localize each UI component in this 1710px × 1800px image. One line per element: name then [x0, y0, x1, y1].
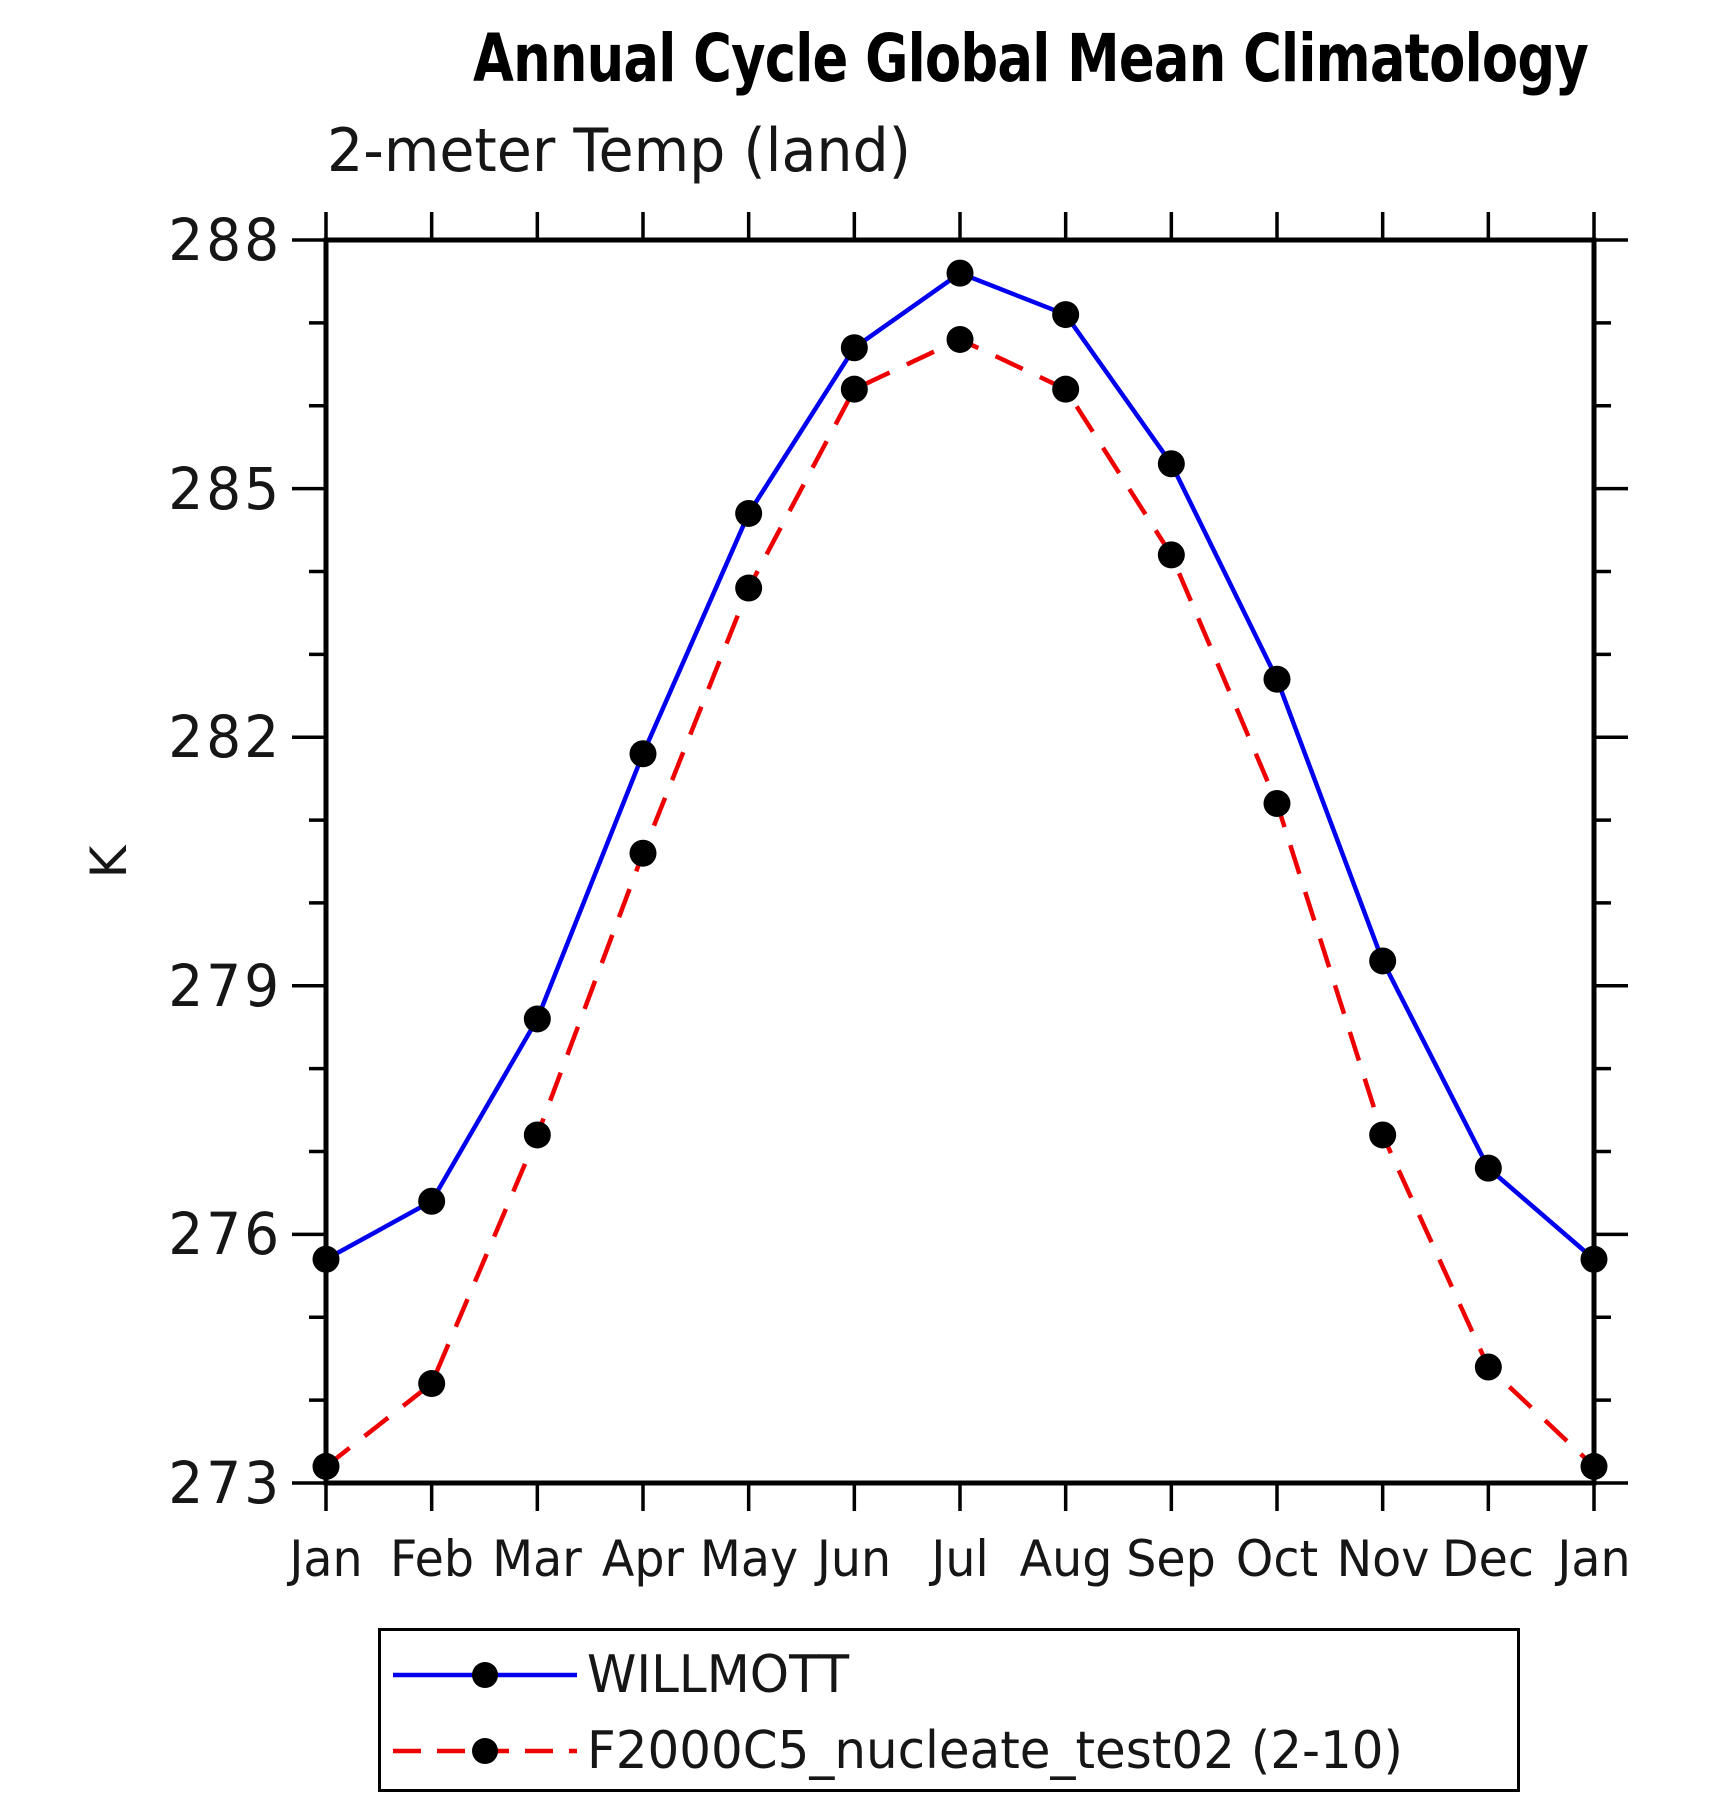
- data-point: [1474, 1154, 1502, 1182]
- data-point: [1263, 665, 1291, 693]
- x-tick-label: Apr: [601, 1530, 685, 1588]
- data-point: [840, 334, 868, 362]
- data-point: [1263, 789, 1291, 817]
- data-point: [418, 1187, 446, 1215]
- data-point: [1580, 1245, 1608, 1273]
- data-point: [1474, 1353, 1502, 1381]
- data-point: [523, 1005, 551, 1033]
- y-tick-label: 276: [168, 1200, 282, 1269]
- x-tick-label: Jun: [817, 1530, 892, 1588]
- data-point: [840, 375, 868, 403]
- legend-label: F2000C5_nucleate_test02 (2-10): [587, 1721, 1403, 1781]
- x-tick-label: Dec: [1442, 1530, 1535, 1588]
- data-point: [1157, 450, 1185, 478]
- y-tick-label: 282: [168, 703, 282, 772]
- legend-sample-marker: [472, 1738, 498, 1764]
- y-tick-label: 285: [168, 454, 282, 523]
- data-point: [1052, 301, 1080, 329]
- series-line-1: [324, 336, 1596, 1469]
- x-tick-label: Nov: [1336, 1530, 1430, 1588]
- data-point: [1052, 375, 1080, 403]
- x-tick-label: Jan: [1557, 1530, 1631, 1588]
- data-point: [735, 574, 763, 602]
- x-tick-label: Feb: [389, 1530, 474, 1588]
- legend-entry-f2000c5: F2000C5_nucleate_test02 (2-10): [391, 1721, 1437, 1781]
- x-tick-label: May: [699, 1530, 798, 1588]
- x-tick-label: Aug: [1019, 1530, 1113, 1588]
- data-point: [418, 1370, 446, 1398]
- y-tick-label: 273: [168, 1449, 282, 1517]
- data-point: [523, 1121, 551, 1149]
- legend-line-sample-dashed: [393, 1738, 577, 1764]
- chart-title: Annual Cycle Global Mean Climatology: [473, 20, 1589, 97]
- x-tick-label: Jan: [289, 1530, 363, 1588]
- data-point: [1369, 947, 1397, 975]
- y-tick-label: 279: [168, 951, 282, 1020]
- data-point: [1157, 541, 1185, 569]
- legend-line-sample-solid: [393, 1662, 577, 1688]
- x-tick-label: Mar: [492, 1530, 583, 1588]
- x-tick-label: Oct: [1235, 1530, 1319, 1588]
- legend-entry-willmott: WILLMOTT: [391, 1645, 860, 1705]
- x-tick-label: Jul: [931, 1530, 989, 1588]
- data-point: [629, 740, 657, 768]
- x-tick-label: Sep: [1126, 1530, 1217, 1588]
- y-tick-label: 288: [168, 206, 282, 274]
- legend-label: WILLMOTT: [587, 1645, 850, 1705]
- legend-sample-marker: [472, 1662, 498, 1688]
- data-point: [946, 325, 974, 353]
- data-point: [312, 1452, 340, 1480]
- data-point: [1580, 1452, 1608, 1480]
- plot-frame: [323, 237, 1597, 1486]
- data-point: [1369, 1121, 1397, 1149]
- data-point: [312, 1245, 340, 1273]
- data-point: [735, 499, 763, 527]
- series-line-0: [324, 270, 1596, 1262]
- data-point: [946, 259, 974, 287]
- chart-subtitle: 2-meter Temp (land): [327, 116, 911, 186]
- data-point: [629, 839, 657, 867]
- legend: WILLMOTT F2000C5_nucleate_test02 (2-10): [378, 1628, 1520, 1792]
